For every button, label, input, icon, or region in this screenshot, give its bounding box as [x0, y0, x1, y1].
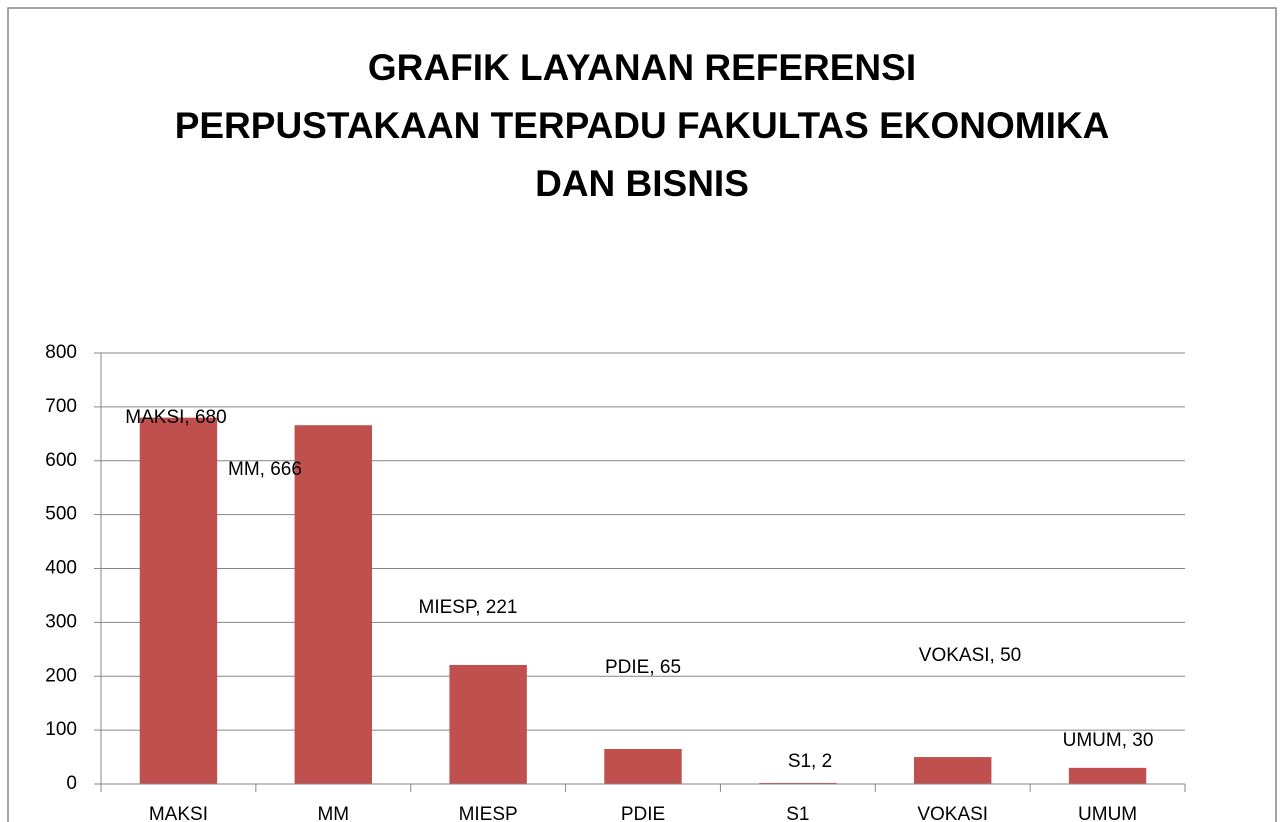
- chart-frame: [7, 7, 1277, 822]
- data-label: MIESP, 221: [419, 597, 518, 618]
- y-tick-label: 300: [45, 611, 77, 632]
- x-tick-label: UMUM: [1078, 804, 1137, 822]
- y-tick-label: 0: [66, 773, 77, 794]
- x-tick-label: VOKASI: [917, 804, 988, 822]
- bar: [294, 425, 372, 784]
- bar: [139, 417, 218, 784]
- y-tick-label: 500: [45, 504, 77, 525]
- data-label: S1, 2: [788, 751, 832, 772]
- x-tick-label: MM: [317, 804, 349, 822]
- y-tick-label: 200: [45, 665, 77, 686]
- chart-title: PERPUSTAKAAN TERPADU FAKULTAS EKONOMIKA: [175, 105, 1110, 146]
- y-tick-label: 400: [45, 558, 77, 579]
- x-tick-label: PDIE: [621, 804, 665, 822]
- x-tick-label: S1: [786, 804, 809, 822]
- y-tick-label: 800: [45, 342, 77, 363]
- y-tick-label: 100: [45, 719, 77, 740]
- x-tick-label: MIESP: [459, 804, 518, 822]
- bar: [1068, 767, 1147, 784]
- y-tick-label: 600: [45, 450, 77, 471]
- bar: [449, 664, 527, 784]
- bar: [604, 748, 682, 784]
- data-label: MM, 666: [228, 459, 302, 480]
- data-label: MAKSI, 680: [125, 407, 226, 428]
- y-tick-label: 700: [45, 396, 77, 417]
- bar: [914, 757, 992, 784]
- data-label: UMUM, 30: [1063, 730, 1154, 751]
- x-tick-label: MAKSI: [149, 804, 208, 822]
- data-label: PDIE, 65: [605, 657, 681, 678]
- bar: [759, 782, 837, 784]
- data-label: VOKASI, 50: [919, 645, 1021, 666]
- chart-title: GRAFIK LAYANAN REFERENSI: [368, 47, 916, 88]
- chart-title: DAN BISNIS: [535, 163, 749, 204]
